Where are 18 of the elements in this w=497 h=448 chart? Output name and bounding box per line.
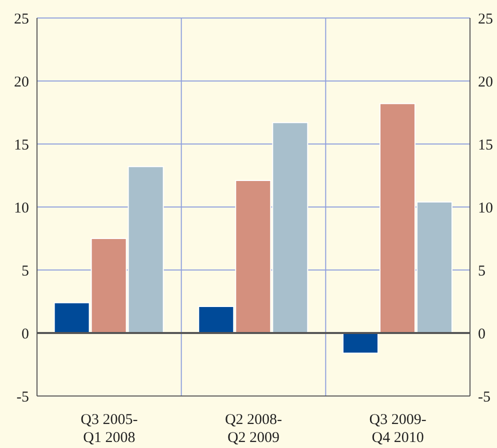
y2-tick-label: 0 (478, 326, 486, 342)
y2-tick-label: 5 (478, 263, 486, 280)
x-tick-label: Q3 2009- Q4 2010 (369, 412, 426, 446)
y-tick-label: 0 (22, 326, 29, 342)
y-tick-label: 5 (22, 263, 29, 280)
y2-tick-label: 15 (478, 137, 493, 154)
y-tick-label: 10 (14, 200, 29, 216)
y-tick-label: 15 (14, 137, 29, 154)
x-tick-label: Q3 2005- Q1 2008 (80, 412, 138, 446)
y2-tick-label: 25 (478, 11, 493, 28)
y2-tick-label: 20 (478, 74, 493, 90)
y2-tick-label: 10 (478, 200, 493, 216)
y-tick-label: 20 (14, 74, 29, 90)
y-tick-label: 25 (14, 11, 29, 28)
bar (342, 332, 378, 354)
y-tick-label: -5 (16, 389, 29, 406)
x-tick-label: Q2 2008- Q2 2009 (224, 412, 282, 446)
y2-tick-label: -5 (478, 389, 490, 406)
